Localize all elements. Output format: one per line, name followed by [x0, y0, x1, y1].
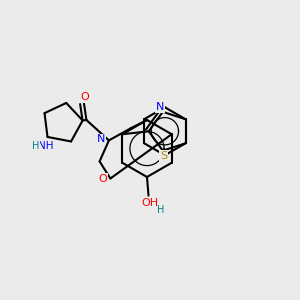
Text: O: O: [80, 92, 89, 103]
Text: O: O: [98, 173, 107, 184]
Text: H: H: [32, 141, 39, 151]
Text: N: N: [97, 134, 106, 145]
Text: N: N: [156, 102, 165, 112]
Text: OH: OH: [141, 198, 159, 208]
Text: H: H: [158, 205, 165, 215]
Text: NH: NH: [38, 141, 54, 151]
Text: S: S: [160, 151, 167, 161]
